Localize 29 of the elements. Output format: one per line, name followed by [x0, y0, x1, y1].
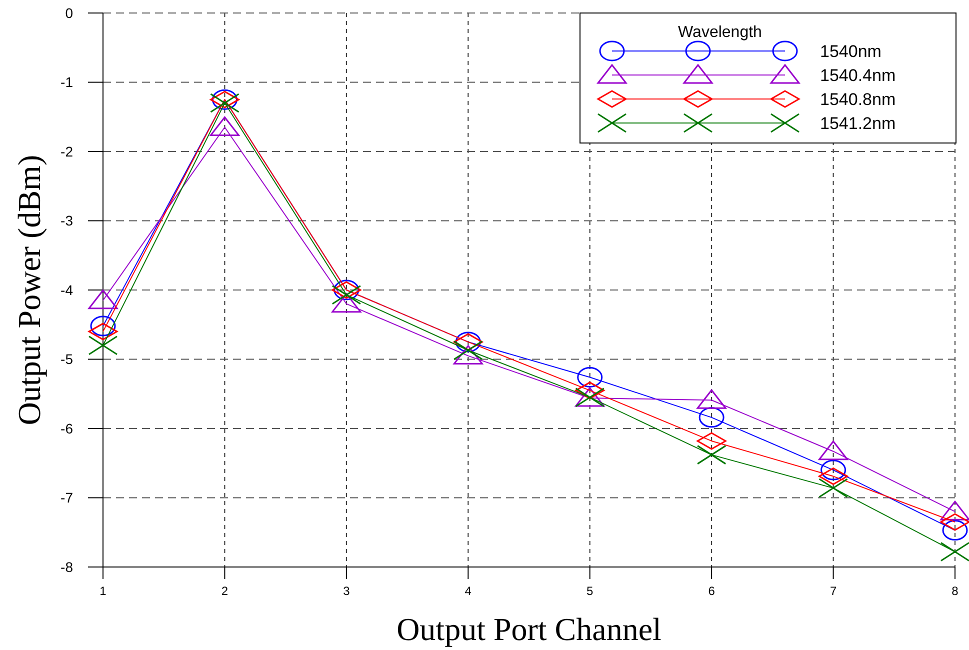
y-tick-label: -5 — [60, 351, 74, 368]
point — [942, 520, 968, 541]
x-tick-label: 5 — [586, 584, 594, 598]
legend-title: Wavelength — [678, 24, 762, 41]
x-axis-title: Output Port Channel — [396, 611, 662, 647]
y-tick-label: -8 — [60, 558, 74, 575]
x-tick-label: 1 — [100, 584, 107, 598]
y-tick-label: -7 — [60, 490, 74, 506]
x-tick-label: 3 — [343, 584, 350, 598]
y-tick-label: -1 — [60, 74, 74, 90]
point — [820, 460, 846, 480]
x-tick-label: 6 — [708, 584, 716, 598]
y-tick-label: 0 — [65, 4, 74, 21]
y-tick-label: -4 — [60, 282, 74, 298]
x-tick-label: 7 — [830, 584, 837, 598]
legend-label: 1540.8nm — [820, 90, 896, 109]
x-tick-label: 2 — [221, 584, 228, 598]
point — [698, 407, 724, 428]
legend-label: 1540.4nm — [820, 66, 896, 85]
x-tick-label: 4 — [464, 584, 472, 598]
y-tick-label: -2 — [60, 143, 74, 160]
x-tick-label: 8 — [952, 584, 959, 598]
legend-label: 1540nm — [820, 42, 882, 61]
point — [90, 316, 116, 336]
y-axis-title: Output Power (dBm) — [11, 154, 47, 426]
legend-label: 1541.2nm — [820, 114, 896, 133]
point — [577, 367, 603, 388]
y-tick-label: -3 — [60, 212, 74, 229]
y-tick-label: -6 — [60, 420, 74, 436]
